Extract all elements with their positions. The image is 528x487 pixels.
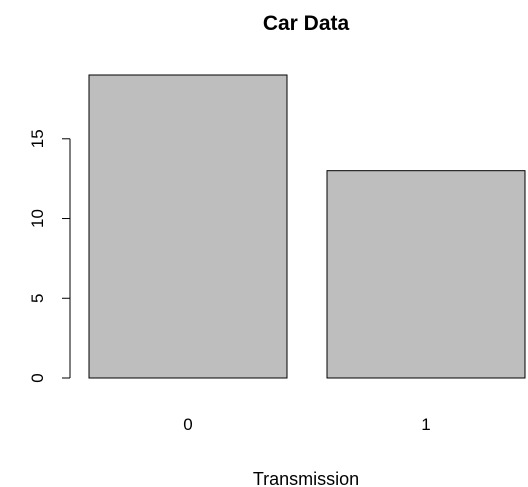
bar-0	[88, 74, 288, 379]
y-axis: 0 5 10 15	[28, 129, 71, 383]
x-tick-label-1: 1	[421, 415, 430, 434]
x-axis-title: Transmission	[253, 469, 359, 487]
y-tick-label-0: 0	[28, 373, 47, 382]
y-tick-label-5: 5	[28, 294, 47, 303]
chart-title: Car Data	[263, 12, 350, 35]
y-tick-label-15: 15	[28, 129, 47, 148]
x-tick-label-0: 0	[183, 415, 192, 434]
y-tick-label-10: 10	[28, 209, 47, 228]
bar-1	[326, 170, 526, 379]
bars-group	[88, 74, 526, 379]
